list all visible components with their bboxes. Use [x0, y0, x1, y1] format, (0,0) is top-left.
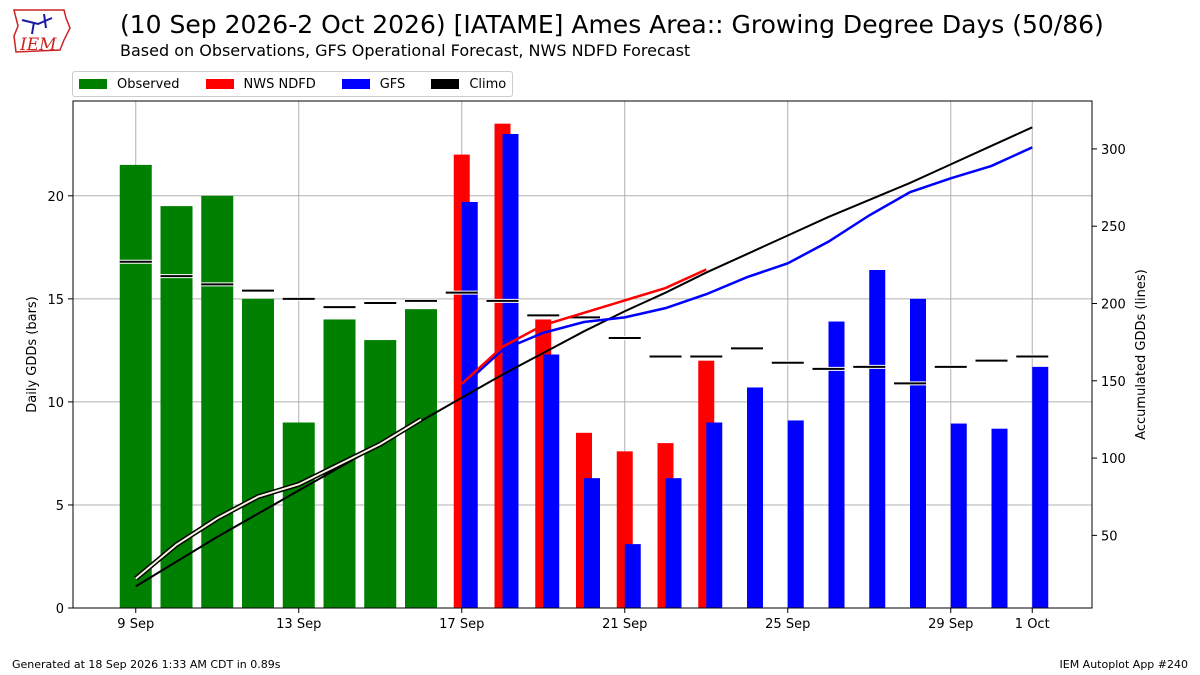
climo-accum-line — [135, 126, 1033, 588]
legend: Observed NWS NDFD GFS Climo — [72, 71, 514, 97]
ndfd-accum-line — [460, 268, 707, 385]
y-tick-label-left: 0 — [56, 602, 64, 617]
y-tick-label-right: 150 — [1101, 375, 1126, 390]
gfs-bar — [747, 387, 763, 608]
y-tick-label-left: 10 — [47, 396, 64, 411]
chart-title: (10 Sep 2026-2 Oct 2026) [IATAME] Ames A… — [120, 10, 1104, 39]
iowa-outline-icon — [13, 9, 71, 53]
gfs-bar — [1032, 366, 1049, 608]
y-tick-label-right: 300 — [1101, 143, 1126, 158]
y-axis-label-left: Daily GDDs (bars) — [25, 296, 40, 413]
legend-label-ndfd: NWS NDFD — [243, 76, 316, 92]
observed-bar — [160, 206, 193, 609]
observed-bar — [119, 164, 152, 608]
y-tick-label-right: 100 — [1101, 452, 1126, 467]
legend-swatch-observed — [79, 79, 107, 89]
legend-swatch-ndfd — [205, 79, 234, 89]
gfs-bar — [950, 423, 967, 608]
legend-item-climo: Climo — [431, 77, 506, 92]
y-axis-label-right: Accumulated GDDs (lines) — [1134, 269, 1149, 440]
legend-item-observed: Observed — [79, 77, 180, 92]
x-tick-label: 25 Sep — [765, 617, 810, 632]
legend-swatch-climo — [431, 79, 460, 89]
x-tick-label: 13 Sep — [276, 617, 321, 632]
y-tick-label-right: 250 — [1101, 220, 1126, 235]
observed-bar — [405, 309, 437, 608]
climo-daily-layer — [119, 259, 1049, 386]
gfs-bar — [665, 478, 682, 608]
legend-swatch-gfs — [341, 79, 370, 89]
gfs-bar — [828, 321, 845, 608]
gfs-bar — [910, 298, 926, 608]
plot-frame — [72, 100, 1093, 609]
x-tick-label: 21 Sep — [602, 617, 647, 632]
legend-label-observed: Observed — [117, 76, 180, 92]
legend-item-ndfd: NWS NDFD — [205, 76, 316, 92]
axis-layer: 9 Sep 13 Sep 17 Sep 21 Sep 25 Sep 29 Sep 1 Oct… — [47, 143, 1125, 632]
x-tick-label: 17 Sep — [439, 617, 484, 632]
y-tick-label-left: 5 — [56, 499, 64, 514]
gfs-bar — [991, 428, 1008, 608]
x-tick-label: 1 Oct — [1015, 617, 1050, 632]
gfs-bar — [543, 354, 560, 608]
observed-accum-line — [135, 418, 422, 580]
chart-subtitle: Based on Observations, GFS Operational F… — [120, 41, 691, 60]
y-tick-label-right: 200 — [1101, 297, 1126, 312]
y-tick-label-left: 15 — [47, 293, 64, 308]
observed-bar — [242, 298, 274, 608]
logo-text: IEM — [19, 35, 57, 55]
bar-layer — [119, 123, 1049, 609]
gfs-accum-line — [460, 146, 1033, 388]
x-tick-label: 9 Sep — [117, 617, 154, 632]
weather-station-icon — [21, 13, 53, 35]
observed-bar — [282, 422, 315, 608]
legend-item-gfs: GFS — [341, 76, 406, 92]
iem-logo: IEM — [13, 9, 71, 55]
legend-label-climo: Climo — [469, 76, 507, 92]
gfs-bar — [706, 422, 723, 608]
gfs-bar — [461, 201, 478, 609]
accumulated-line-layer — [134, 126, 1033, 588]
gfs-bar — [869, 270, 886, 608]
gfs-bar — [584, 478, 600, 608]
gfs-bar — [787, 420, 804, 608]
footer-generated: Generated at 18 Sep 2026 1:33 AM CDT in … — [12, 658, 281, 671]
y-tick-label-left: 20 — [47, 190, 64, 205]
observed-bar — [364, 340, 397, 608]
y-tick-label-right: 50 — [1101, 529, 1118, 544]
observed-bar — [201, 195, 234, 608]
legend-label-gfs: GFS — [379, 76, 406, 92]
gfs-bar — [624, 544, 641, 608]
x-tick-label: 29 Sep — [928, 617, 973, 632]
footer-app-id: IEM Autoplot App #240 — [1059, 658, 1189, 671]
